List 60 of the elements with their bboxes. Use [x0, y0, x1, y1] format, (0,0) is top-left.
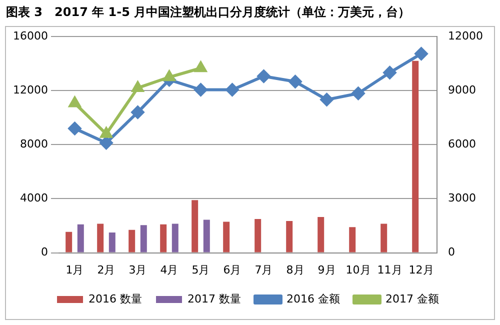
x-tick-label: 5月 [192, 263, 210, 276]
x-tick-label: 10月 [346, 263, 371, 276]
legend-label: 2016 数量 [88, 292, 142, 306]
bar [128, 230, 136, 252]
legend-label: 2016 金额 [286, 292, 340, 306]
chart-title: 图表 3 2017 年 1-5 月中国注塑机出口分月度统计（单位：万美元，台） [6, 4, 410, 21]
bar [286, 221, 293, 252]
bar [203, 220, 210, 252]
point [132, 81, 144, 92]
point [100, 136, 113, 150]
bar [108, 232, 116, 252]
legend-label: 2017 数量 [188, 292, 242, 306]
x-tick-label: 8月 [286, 263, 304, 276]
bar [318, 216, 324, 252]
bar [254, 219, 262, 252]
point [383, 66, 396, 80]
point [131, 106, 144, 119]
x-tick-label: 12月 [408, 263, 434, 276]
y-tick-label: 8000 [20, 138, 48, 151]
y2-tick-label: 12000 [448, 29, 484, 42]
point [68, 96, 81, 108]
y2-tick-label: 9000 [448, 84, 476, 97]
point [194, 83, 208, 96]
y2-tick-label: 3000 [448, 192, 476, 205]
x-tick-label: 7月 [254, 263, 273, 276]
y-tick-label: 0 [40, 246, 48, 259]
x-tick-label: 9月 [318, 263, 336, 276]
point [100, 127, 112, 138]
bar [192, 200, 198, 252]
point [226, 83, 239, 96]
point [194, 62, 207, 72]
bar [97, 224, 104, 252]
x-tick-label: 6月 [223, 263, 242, 276]
y2-tick-label: 0 [448, 246, 456, 259]
x-tick-label: 3月 [128, 263, 147, 276]
y2-tick-label: 6000 [448, 138, 476, 151]
point [163, 70, 176, 82]
x-tick-label: 11月 [377, 263, 402, 276]
point [414, 47, 428, 60]
y-tick-label: 16000 [12, 29, 48, 42]
bar [160, 224, 167, 252]
point [68, 122, 82, 135]
bar [223, 222, 230, 252]
bar [380, 224, 388, 252]
bar [412, 60, 419, 252]
point [257, 70, 270, 83]
bar [140, 225, 147, 252]
y-tick-label: 12000 [12, 84, 48, 97]
point [288, 75, 302, 88]
point [320, 93, 334, 106]
legend-label: 2017 金额 [385, 292, 439, 306]
x-tick-label: 4月 [160, 263, 178, 276]
point [352, 86, 365, 100]
bar [172, 224, 178, 252]
x-tick-label: 1月 [66, 263, 84, 276]
x-tick-label: 2月 [97, 263, 116, 276]
bar [66, 232, 72, 252]
y-tick-label: 4000 [20, 192, 48, 205]
bar [77, 224, 84, 252]
bar [349, 227, 356, 252]
